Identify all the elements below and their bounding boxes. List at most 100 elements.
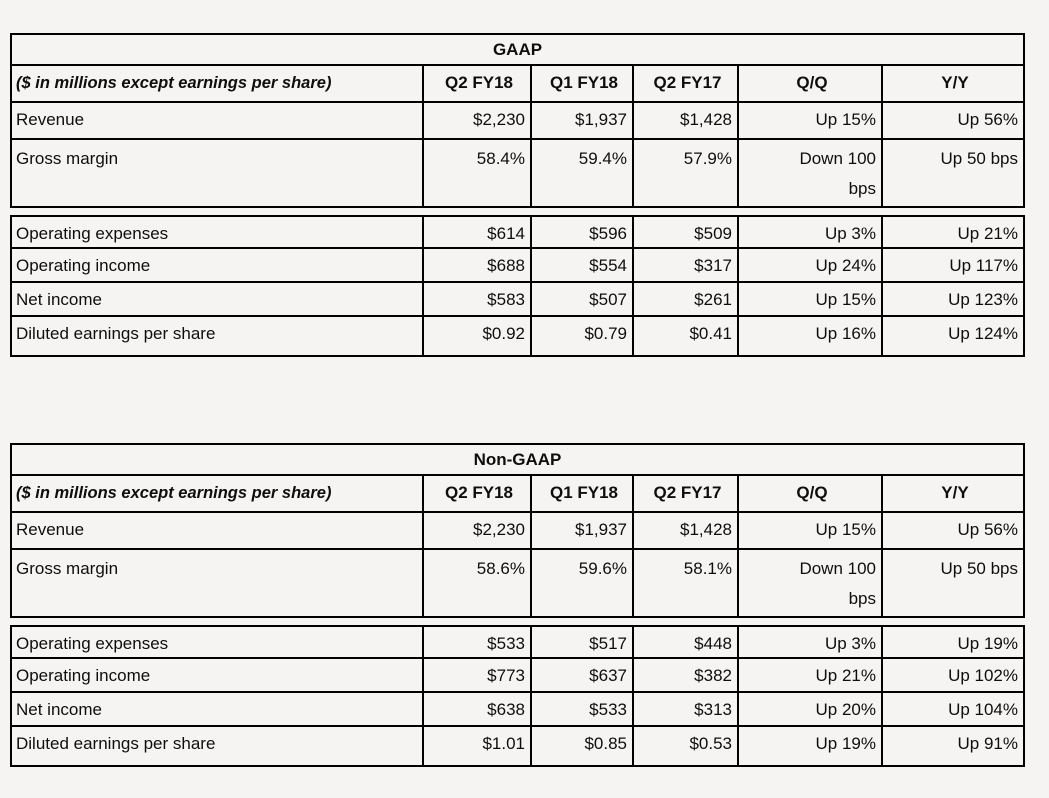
cell-value: Down 100 bps: [744, 140, 883, 208]
gutter-spacer: [634, 476, 639, 513]
cell-value: $0.79: [537, 317, 634, 357]
gutter-spacer: [634, 317, 639, 357]
gutter-spacer: [883, 215, 888, 249]
row-label: Operating income: [10, 659, 424, 693]
gutter-spacer: [532, 625, 537, 659]
gutter-spacer: [883, 513, 888, 550]
column-header: Y/Y: [888, 476, 1025, 513]
gutter-spacer: [634, 283, 639, 317]
column-header: Q2 FY18: [429, 476, 532, 513]
gutter-spacer: [532, 727, 537, 767]
cell-value: Up 104%: [888, 693, 1025, 727]
unit-label: ($ in millions except earnings per share…: [10, 476, 424, 513]
section-gap: [10, 208, 1025, 215]
gutter-spacer: [424, 66, 429, 103]
cell-value: $2,230: [429, 103, 532, 140]
cell-value: Up 91%: [888, 727, 1025, 767]
cell-value: $317: [639, 249, 739, 283]
cell-value: $688: [429, 249, 532, 283]
cell-value: 58.6%: [429, 550, 532, 618]
gutter-spacer: [739, 727, 744, 767]
cell-value: Up 124%: [888, 317, 1025, 357]
cell-value: Up 117%: [888, 249, 1025, 283]
gutter-spacer: [634, 249, 639, 283]
gutter-spacer: [883, 103, 888, 140]
cell-value: Up 19%: [744, 727, 883, 767]
gutter-spacer: [739, 659, 744, 693]
cell-value: 58.4%: [429, 140, 532, 208]
unit-label: ($ in millions except earnings per share…: [10, 66, 424, 103]
row-label: Net income: [10, 693, 424, 727]
gutter-spacer: [424, 283, 429, 317]
cell-value: $0.53: [639, 727, 739, 767]
cell-value: Up 102%: [888, 659, 1025, 693]
cell-value: $0.92: [429, 317, 532, 357]
section-gap: [10, 618, 1025, 625]
cell-value: Up 15%: [744, 283, 883, 317]
row-label: Operating income: [10, 249, 424, 283]
gutter-spacer: [739, 249, 744, 283]
cell-value: Up 20%: [744, 693, 883, 727]
cell-value: Down 100 bps: [744, 550, 883, 618]
gutter-spacer: [424, 249, 429, 283]
gutter-spacer: [532, 476, 537, 513]
cell-value: $583: [429, 283, 532, 317]
gutter-spacer: [883, 625, 888, 659]
gutter-spacer: [739, 550, 744, 618]
gutter-spacer: [739, 317, 744, 357]
cell-value: $1.01: [429, 727, 532, 767]
row-label: Net income: [10, 283, 424, 317]
gutter-spacer: [634, 103, 639, 140]
cell-value: Up 21%: [888, 215, 1025, 249]
cell-value: Up 15%: [744, 103, 883, 140]
cell-value: $2,230: [429, 513, 532, 550]
gutter-spacer: [634, 66, 639, 103]
cell-value: Up 3%: [744, 625, 883, 659]
gutter-spacer: [883, 283, 888, 317]
gutter-spacer: [532, 103, 537, 140]
gutter-spacer: [634, 550, 639, 618]
gutter-spacer: [424, 103, 429, 140]
gutter-spacer: [424, 625, 429, 659]
gutter-spacer: [424, 513, 429, 550]
gutter-spacer: [634, 513, 639, 550]
gutter-spacer: [739, 476, 744, 513]
cell-value: $533: [537, 693, 634, 727]
gaap-table: GAAP ($ in millions except earnings per s…: [10, 33, 1025, 357]
row-label: Revenue: [10, 513, 424, 550]
gutter-spacer: [883, 249, 888, 283]
gutter-spacer: [532, 550, 537, 618]
cell-value: Up 50 bps: [888, 550, 1025, 618]
gutter-spacer: [739, 103, 744, 140]
table-title: GAAP: [10, 33, 1025, 66]
cell-value: $509: [639, 215, 739, 249]
cell-value: Up 15%: [744, 513, 883, 550]
cell-value: Up 56%: [888, 513, 1025, 550]
gutter-spacer: [634, 727, 639, 767]
cell-value: $313: [639, 693, 739, 727]
column-header: Q/Q: [744, 476, 883, 513]
gutter-spacer: [634, 625, 639, 659]
cell-value: $533: [429, 625, 532, 659]
non-gaap-table: Non-GAAP ($ in millions except earnings p…: [10, 443, 1025, 767]
table-title: Non-GAAP: [10, 443, 1025, 476]
column-header: Q2 FY17: [639, 66, 739, 103]
cell-value: Up 21%: [744, 659, 883, 693]
cell-value: $448: [639, 625, 739, 659]
row-label: Gross margin: [10, 550, 424, 618]
cell-value: Up 24%: [744, 249, 883, 283]
cell-value: $773: [429, 659, 532, 693]
cell-value: $554: [537, 249, 634, 283]
cell-value: $1,428: [639, 103, 739, 140]
cell-value: $596: [537, 215, 634, 249]
gutter-spacer: [883, 550, 888, 618]
column-header: Q1 FY18: [537, 66, 634, 103]
gutter-spacer: [532, 215, 537, 249]
cell-value: $0.85: [537, 727, 634, 767]
cell-value: $638: [429, 693, 532, 727]
gutter-spacer: [883, 476, 888, 513]
gutter-spacer: [883, 140, 888, 208]
gutter-spacer: [739, 693, 744, 727]
gutter-spacer: [424, 693, 429, 727]
row-label: Operating expenses: [10, 215, 424, 249]
